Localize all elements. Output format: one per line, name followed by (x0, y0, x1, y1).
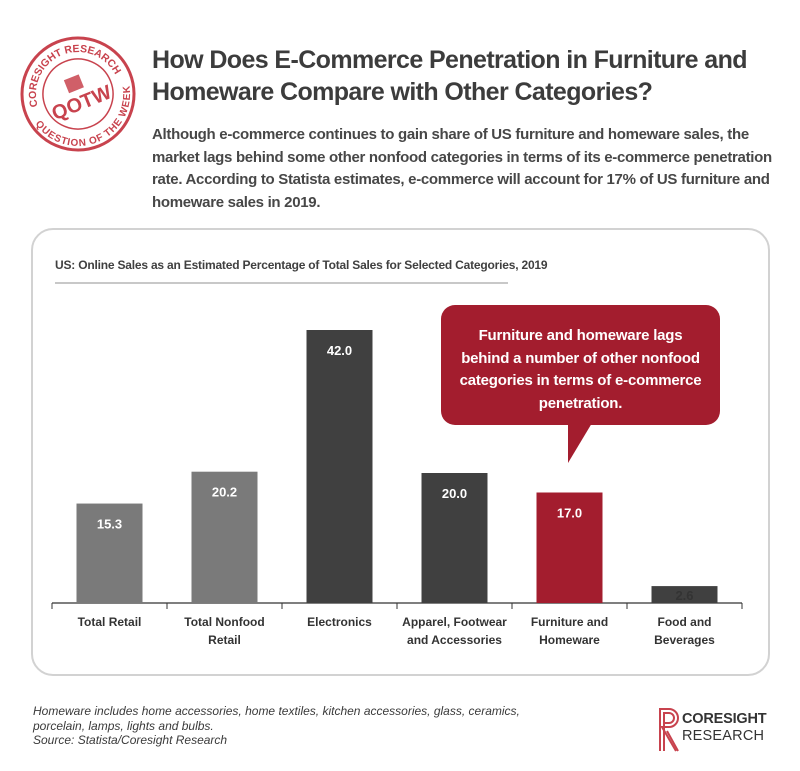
x-tick-label: Beverages (654, 633, 715, 647)
chart-title: US: Online Sales as an Estimated Percent… (55, 258, 548, 272)
bar-value-label: 20.0 (442, 486, 467, 501)
x-tick-label: Furniture and (531, 615, 608, 629)
bar (76, 503, 143, 603)
x-tick-label: and Accessories (407, 633, 502, 647)
logo-wordmark-bottom: RESEARCH (682, 728, 765, 744)
bar (536, 492, 603, 603)
footnote-line: Homeware includes home accessories, home… (33, 704, 520, 718)
bar-value-label: 15.3 (97, 517, 122, 532)
callout-box: Furniture and homeware lags behind a num… (441, 305, 720, 425)
x-tick-label: Total Retail (78, 615, 142, 629)
footnote-line: porcelain, lamps, lights and bulbs. (33, 718, 214, 733)
x-tick-label: Homeware (539, 633, 600, 647)
bar-value-label: 17.0 (557, 506, 582, 521)
coresight-logo: CORESIGHT RESEARCH (658, 707, 788, 757)
bar-value-label: 20.2 (212, 485, 237, 500)
source-note: Source: Statista/Coresight Research (33, 733, 228, 747)
bar (651, 586, 718, 603)
callout-tail (568, 423, 592, 463)
bar-value-label: 2.6 (675, 588, 693, 603)
page-title: How Does E-Commerce Penetration in Furni… (152, 46, 748, 106)
bar-value-label: 42.0 (327, 343, 352, 358)
x-tick-label: Total Nonfood (184, 615, 264, 629)
bar (306, 330, 373, 603)
footnote: Homeware includes home accessories, home… (33, 704, 573, 748)
x-tick-label: Retail (208, 633, 241, 647)
intro-paragraph: Although e-commerce continues to gain sh… (152, 126, 772, 211)
x-tick-label: Apparel, Footwear (402, 615, 507, 629)
chart-panel (31, 228, 770, 676)
chart-title-divider (55, 282, 508, 284)
bar (421, 473, 488, 603)
x-tick-label: Food and (658, 615, 712, 629)
bar (191, 471, 258, 603)
logo-wordmark-top: CORESIGHT (682, 711, 767, 727)
x-tick-label: Electronics (307, 615, 372, 629)
callout-text: Furniture and homeware lags behind a num… (459, 327, 702, 412)
qotw-stamp: CORESIGHT RESEARCH QUESTION OF THE WEEK … (18, 34, 138, 154)
coresight-r-icon (659, 708, 679, 752)
